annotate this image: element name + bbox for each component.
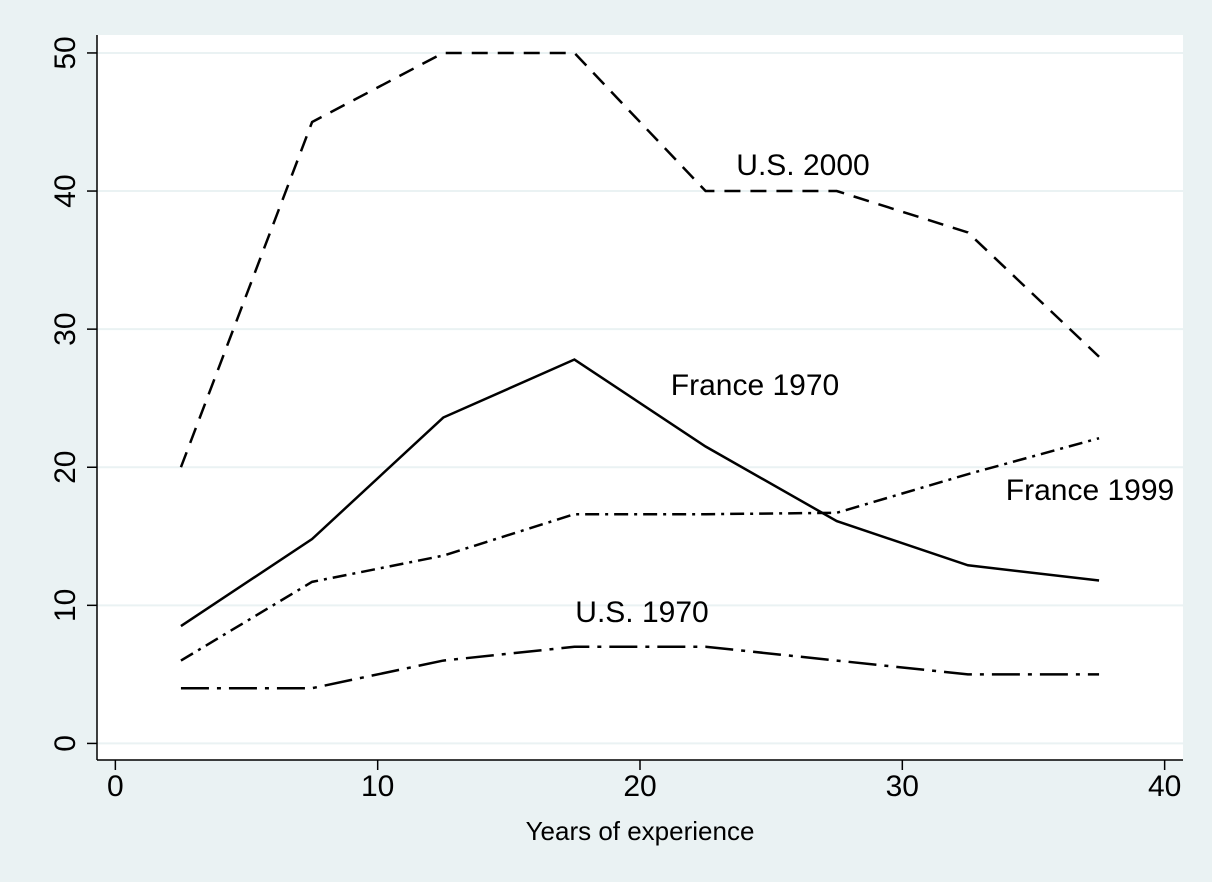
x-tick-label: 30 bbox=[886, 770, 919, 803]
series-label: France 1999 bbox=[1006, 474, 1174, 507]
series-label: France 1970 bbox=[671, 369, 839, 402]
plot-area bbox=[97, 35, 1183, 760]
x-tick-label: 0 bbox=[107, 770, 124, 803]
series-label: U.S. 2000 bbox=[736, 149, 869, 182]
y-tick-label: 40 bbox=[49, 174, 82, 207]
x-axis-title: Years of experience bbox=[526, 816, 755, 846]
x-tick-label: 10 bbox=[361, 770, 394, 803]
series-line bbox=[179, 51, 1100, 468]
series-line bbox=[180, 437, 1100, 662]
y-tick-label: 0 bbox=[49, 735, 82, 752]
y-tick-label: 10 bbox=[49, 589, 82, 622]
series-label: U.S. 1970 bbox=[575, 596, 708, 629]
x-tick-label: 40 bbox=[1148, 770, 1181, 803]
x-tick-label: 20 bbox=[623, 770, 656, 803]
y-tick-label: 50 bbox=[49, 36, 82, 69]
series-line bbox=[180, 645, 1100, 690]
series-line bbox=[180, 358, 1100, 628]
y-tick-label: 20 bbox=[49, 451, 82, 484]
y-tick-label: 30 bbox=[49, 312, 82, 345]
